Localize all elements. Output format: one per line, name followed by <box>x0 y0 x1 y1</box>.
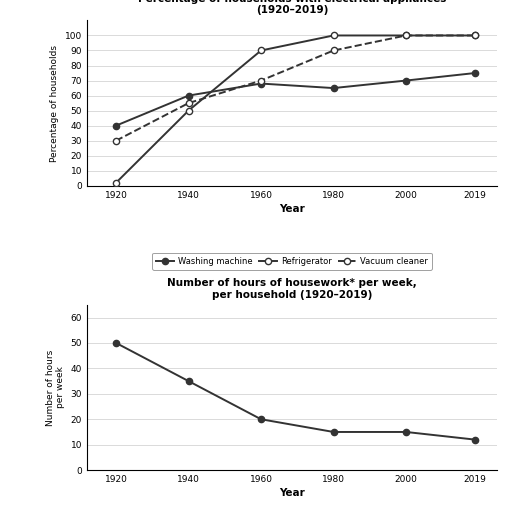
X-axis label: Year: Year <box>279 488 305 498</box>
X-axis label: Year: Year <box>279 204 305 214</box>
Legend: Washing machine, Refrigerator, Vacuum cleaner: Washing machine, Refrigerator, Vacuum cl… <box>152 253 432 270</box>
Y-axis label: Percentage of households: Percentage of households <box>50 44 59 161</box>
Y-axis label: Number of hours
per week: Number of hours per week <box>46 350 65 426</box>
Title: Number of hours of housework* per week,
per household (1920–2019): Number of hours of housework* per week, … <box>167 278 417 300</box>
Title: Percentage of households with electrical appliances
(1920–2019): Percentage of households with electrical… <box>138 0 446 15</box>
